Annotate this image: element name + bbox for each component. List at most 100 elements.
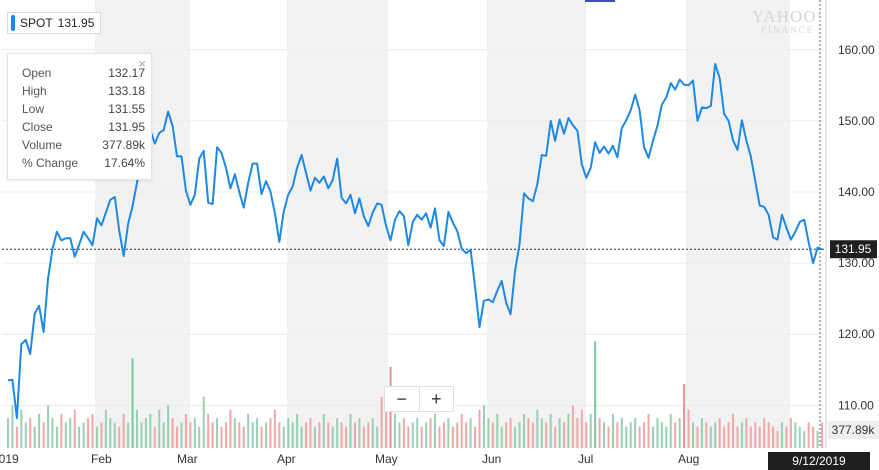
close-icon[interactable]: × [138,56,146,71]
crosshair-date-label: 9/12/2019 [768,452,870,470]
volume-bar [603,422,606,448]
volume-bar [709,426,712,448]
volume-bar [362,426,365,448]
volume-bar [69,418,72,448]
series-color-swatch [11,15,15,31]
volume-bar [171,418,174,448]
volume-bar [260,426,263,448]
volume-bar [224,422,227,448]
volume-bar [456,422,459,448]
volume-bar [665,426,668,448]
volume-bar [385,409,388,448]
volume-bar [696,426,699,448]
volume-bar [162,422,165,448]
volume-bar [358,418,361,448]
watermark-line2: FINANCE [761,25,815,35]
x-tick-label: Mar [177,452,198,466]
tooltip-label: % Change [22,156,79,170]
volume-bar [24,422,27,448]
volume-bar [202,396,205,448]
tooltip-label: Volume [22,138,63,152]
volume-bar [296,413,299,448]
volume-bar [349,413,352,448]
volume-bar [340,422,343,448]
volume-bar [180,422,183,448]
volume-bar [700,418,703,448]
volume-bar [567,413,570,448]
volume-bar [549,413,552,448]
volume-bar [718,418,721,448]
volume-bar [647,413,650,448]
volume-bar [29,418,32,448]
volume-bar [763,418,766,448]
volume-bar [87,418,90,448]
volume-bar [47,405,50,448]
volume-bar [714,422,717,448]
volume-bar [478,409,481,448]
volume-bar [113,422,116,448]
volume-bar [660,422,663,448]
volume-bar [322,413,325,448]
volume-bar [345,426,348,448]
volume-bar [7,418,9,448]
volume-bar [522,413,525,448]
volume-bar [367,422,370,448]
volume-bar [398,422,401,448]
volume-bar [758,426,761,448]
volume-bar [251,422,254,448]
tooltip-value: 377.89k [102,138,145,152]
volume-bar [669,413,672,448]
x-tick-label: Apr [277,452,296,466]
volume-bar [331,426,334,448]
volume-bar [785,426,788,448]
volume-bar [153,426,156,448]
volume-bar [794,422,797,448]
tooltip-row-high: High 133.18 [22,84,145,98]
ticker-price: 131.95 [57,16,95,30]
volume-bar [754,422,757,448]
volume-bar [95,426,98,448]
volume-bar [11,405,14,448]
volume-bar [20,409,23,448]
volume-bar [651,426,654,448]
tooltip-value: 17.64% [104,156,145,170]
volume-bar [109,418,112,448]
volume-bar [429,418,432,448]
tooltip-row-open: Open 132.17 [22,66,145,80]
volume-bar [256,418,259,448]
tooltip-row-volume: Volume 377.89k [22,138,145,152]
volume-bar [638,426,641,448]
volume-bar [55,426,58,448]
watermark-line1: YAHOO! [752,7,824,26]
volume-bar [527,418,530,448]
volume-bar [531,422,534,448]
volume-bar [51,418,54,448]
volume-bar [118,426,121,448]
zoom-in-button[interactable]: + [430,388,442,409]
volume-bar [540,418,543,448]
volume-bar [803,430,806,448]
volume-bar [220,426,223,448]
volume-bar [625,426,628,448]
volume-bar [300,426,303,448]
volume-bar [211,422,214,448]
volume-bar [514,426,517,448]
volume-bar [505,422,508,448]
volume-bar [554,426,557,448]
x-tick-label: Feb [91,452,112,466]
volume-bar [33,426,36,448]
volume-bar [176,426,179,448]
volume-bar [64,422,67,448]
ticker-badge[interactable]: SPOT 131.95 [7,12,102,34]
volume-bar [411,422,414,448]
volume-bar [816,430,819,448]
volume-bar [420,426,423,448]
yahoo-finance-watermark: YAHOO! FINANCE [752,8,823,35]
volume-bar [91,413,94,448]
volume-bar [438,426,441,448]
volume-bar [127,422,130,448]
volume-bar [465,422,468,448]
volume-bar [496,413,499,448]
zoom-out-button[interactable]: − [385,387,420,411]
